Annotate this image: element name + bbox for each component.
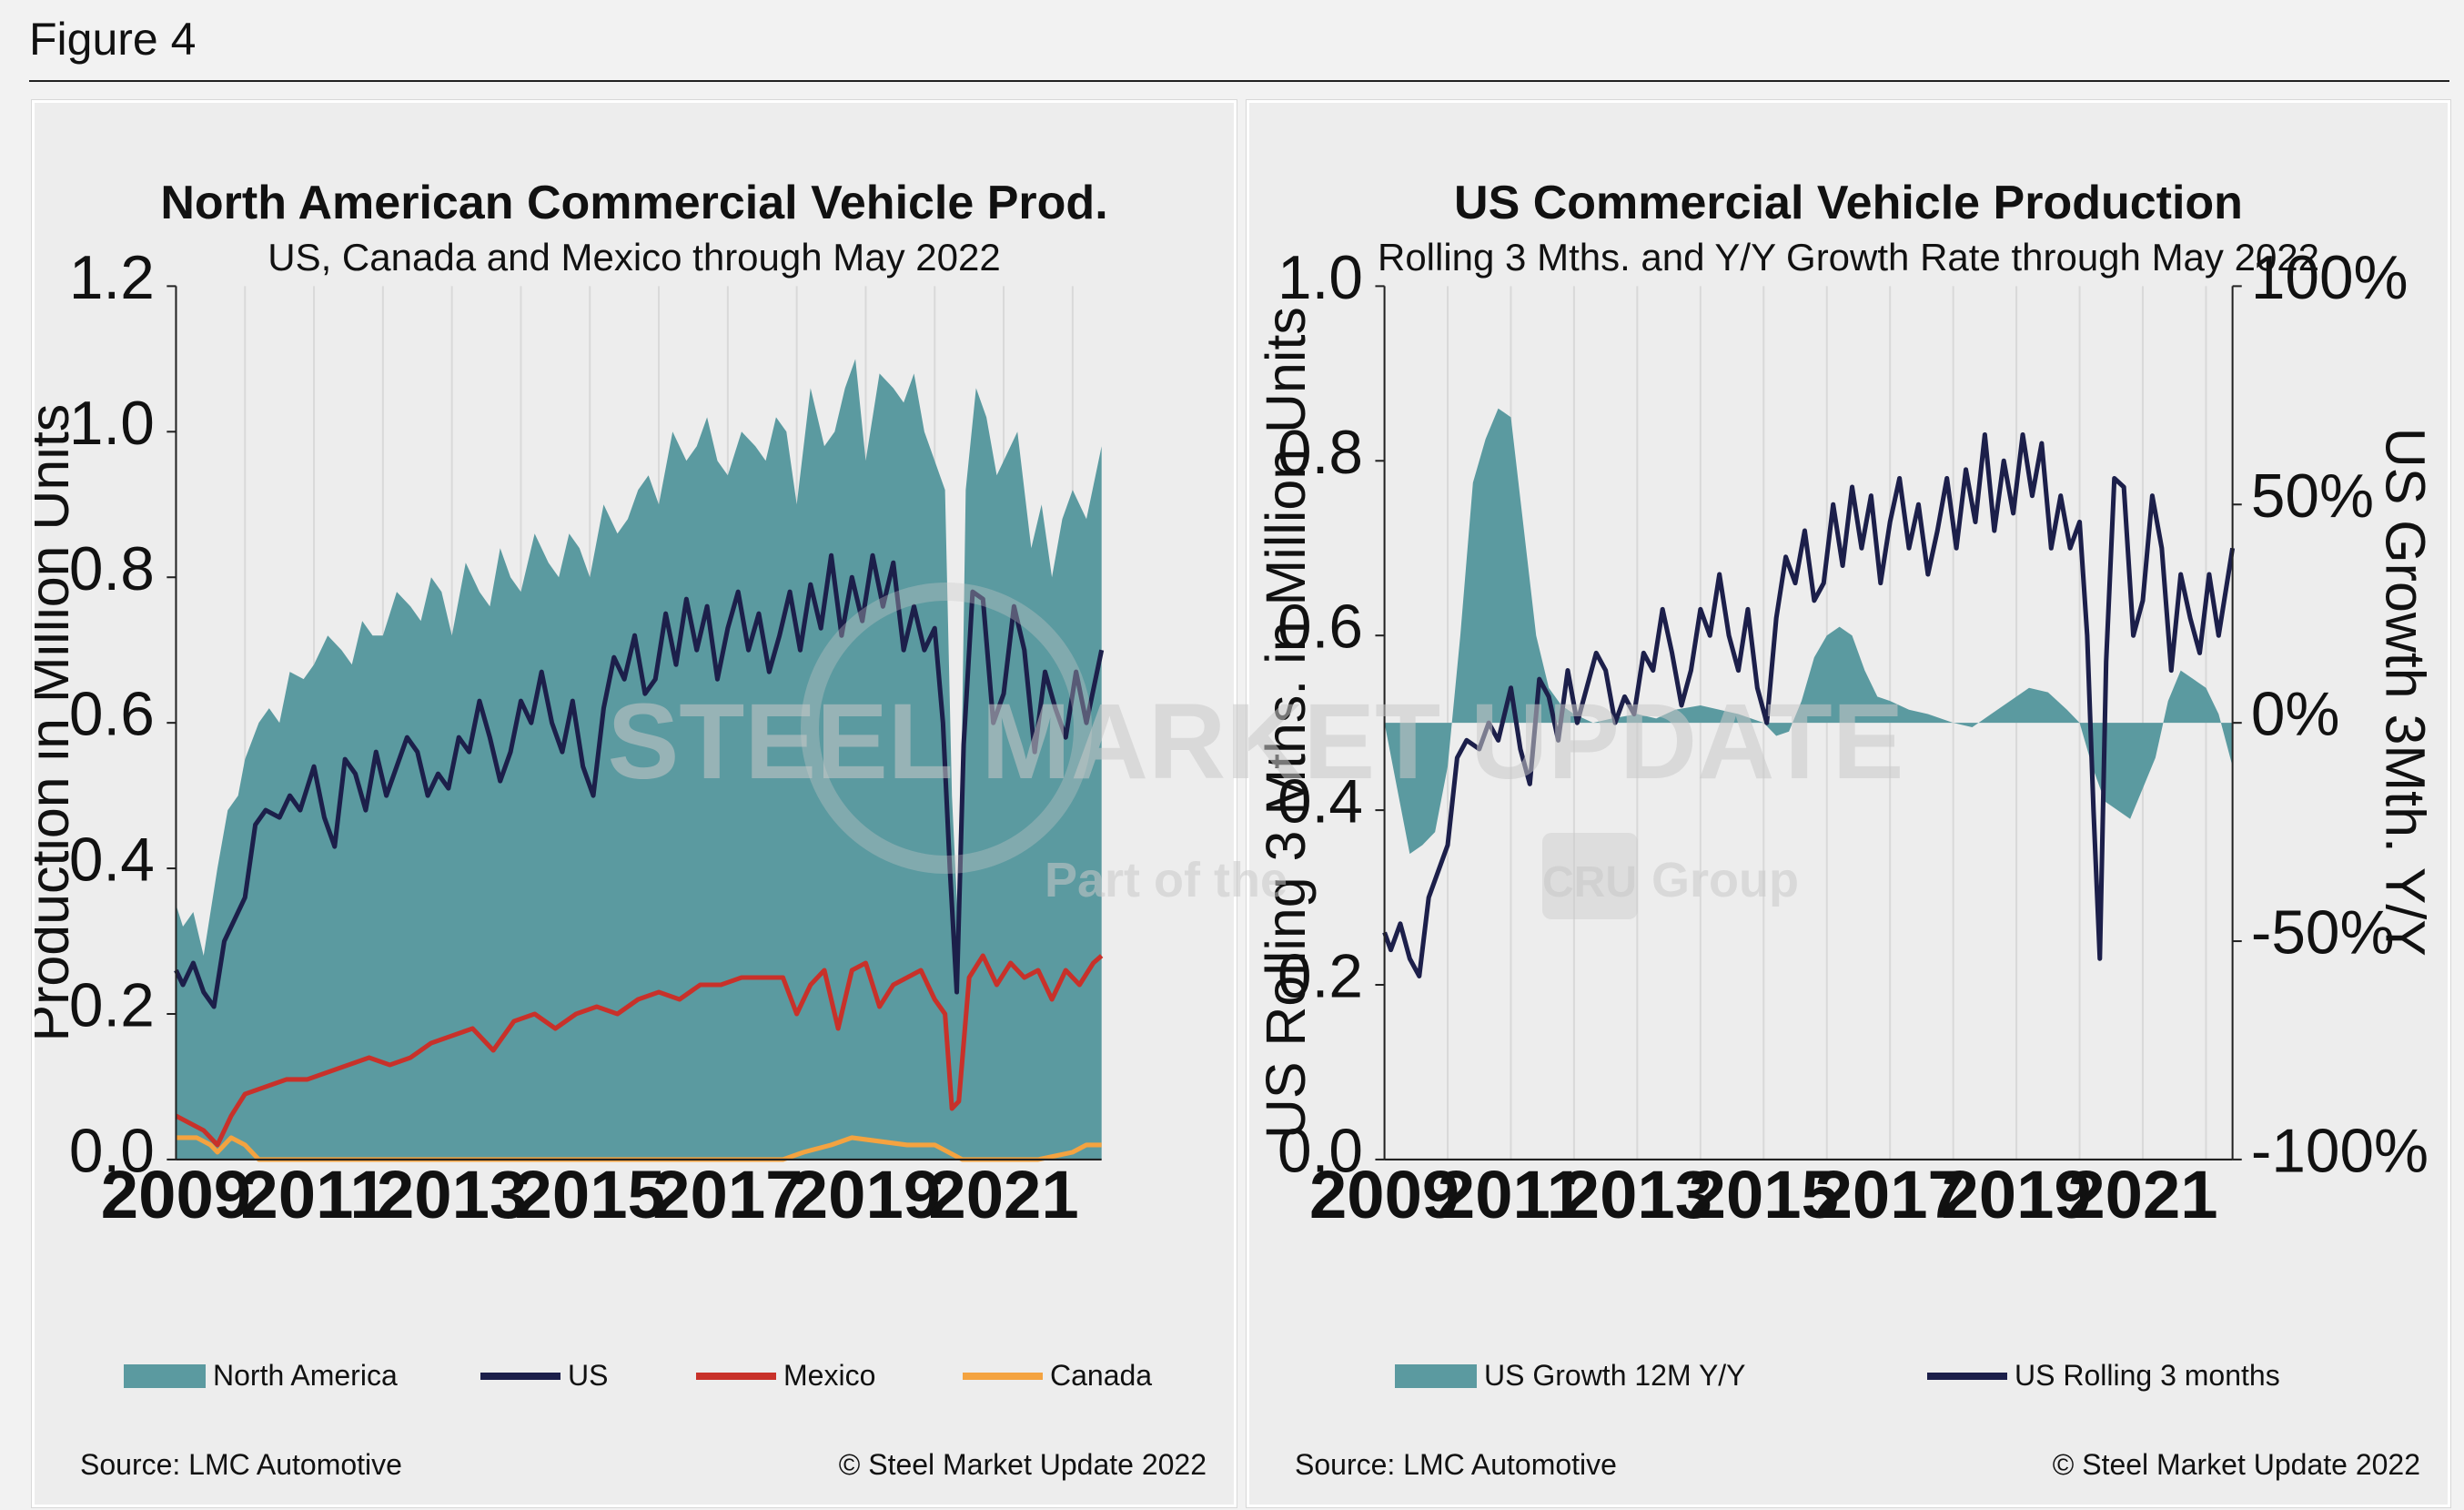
- y-tick-label: 0.6: [69, 681, 155, 749]
- left-copyright: © Steel Market Update 2022: [838, 1448, 1207, 1481]
- x-tick-label: 2011: [1438, 1157, 1584, 1232]
- figure-title: Figure 4: [29, 14, 197, 65]
- y-axis-label: Production in Million Units: [35, 404, 80, 1042]
- legend-item-canada: Canada: [963, 1359, 1152, 1393]
- figure-title-divider: [29, 80, 2449, 82]
- y2-axis-label: US Growth 3Mth. Y/Y: [2374, 428, 2436, 957]
- x-tick-label: 2019: [791, 1157, 941, 1232]
- legend-label-north-america: North America: [213, 1359, 398, 1392]
- legend-swatch-us-rolling: [1927, 1372, 2007, 1380]
- y-tick-label: 0.8: [69, 535, 155, 603]
- y2-tick-label: 100%: [2251, 244, 2408, 312]
- legend-swatch-canada: [963, 1372, 1043, 1380]
- x-tick-label: 2009: [101, 1157, 251, 1232]
- y-tick-label: 1.0: [69, 390, 155, 458]
- legend-item-us: US: [480, 1359, 608, 1393]
- y-tick-label: 1.2: [69, 244, 155, 312]
- legend-swatch-north-america: [124, 1363, 206, 1388]
- panel-north-america: North American Commercial Vehicle Prod. …: [32, 100, 1237, 1507]
- x-tick-label: 2019: [1941, 1157, 2091, 1232]
- y-tick-label: 0.4: [69, 826, 155, 895]
- right-chart-canvas: 0.0 0.2 0.4 0.6 0.8 1.0 -100% -50% 0% 50% 100% 2009…: [1255, 244, 2437, 1232]
- legend-swatch-us: [480, 1372, 560, 1380]
- y-tick-label: 1.0: [1277, 244, 1363, 312]
- y2-tick-label: -50%: [2251, 899, 2395, 968]
- legend-item-mexico: Mexico: [696, 1359, 875, 1393]
- legend-label-us: US: [568, 1359, 609, 1392]
- left-plot-group: 0.00.20.40.60.81.01.22009201120132015201…: [35, 244, 1105, 1232]
- x-tick-label: 2021: [928, 1157, 1078, 1232]
- series-line-us-rolling: [1382, 431, 2236, 978]
- legend-item-us-growth: US Growth 12M Y/Y: [1395, 1359, 1746, 1393]
- y-tick-label: 0.6: [1277, 593, 1363, 662]
- series-line-us: [174, 552, 1105, 1009]
- y-tick-label: 0.0: [69, 1117, 155, 1185]
- legend-item-us-rolling: US Rolling 3 months: [1927, 1359, 2280, 1393]
- x-tick-label: 2011: [240, 1157, 387, 1232]
- legend-label-canada: Canada: [1050, 1359, 1153, 1392]
- right-source-note: Source: LMC Automotive: [1295, 1448, 1617, 1481]
- legend-item-north-america: North America: [124, 1359, 398, 1393]
- right-plot-group: 0.0 0.2 0.4 0.6 0.8 1.0 -100% -50% 0% 50% 100% 2009…: [1255, 244, 2437, 1232]
- legend-label-mexico: Mexico: [783, 1359, 876, 1392]
- x-tick-label: 2013: [377, 1157, 527, 1232]
- x-tick-label: 2015: [1689, 1157, 1839, 1232]
- y-tick-label: 0.2: [1277, 942, 1363, 1010]
- y2-tick-label: 0%: [2251, 681, 2340, 749]
- left-chart-subtitle: US, Canada and Mexico through May 2022: [268, 236, 1001, 279]
- y-axis-label: US Rolling 3 Mths. in Million Units: [1255, 307, 1317, 1139]
- y-tick-label: 0.8: [1277, 419, 1363, 487]
- left-source-note: Source: LMC Automotive: [80, 1448, 402, 1481]
- left-legend: North America US Mexico Canada: [35, 1359, 1234, 1404]
- y-tick-label: 0.0: [1277, 1117, 1363, 1185]
- x-tick-label: 2015: [515, 1157, 665, 1232]
- y-tick-label: 0.4: [1277, 768, 1363, 836]
- right-copyright: © Steel Market Update 2022: [2052, 1448, 2420, 1481]
- legend-swatch-us-growth: [1395, 1363, 1477, 1388]
- panel-us: US Commercial Vehicle Production Rolling…: [1247, 100, 2450, 1507]
- x-tick-label: 2009: [1309, 1157, 1459, 1232]
- right-chart-subtitle: Rolling 3 Mths. and Y/Y Growth Rate thro…: [1377, 236, 2320, 279]
- x-tick-label: 2017: [1815, 1157, 1965, 1232]
- x-tick-label: 2013: [1562, 1157, 1712, 1232]
- x-tick-label: 2017: [652, 1157, 803, 1232]
- y-tick-label: 0.2: [69, 971, 155, 1039]
- y2-tick-label: -100%: [2251, 1117, 2429, 1185]
- legend-swatch-mexico: [696, 1372, 776, 1380]
- left-chart-title: North American Commercial Vehicle Prod.: [160, 177, 1108, 229]
- left-chart-canvas: 0.00.20.40.60.81.01.22009201120132015201…: [35, 244, 1105, 1232]
- legend-label-us-growth: US Growth 12M Y/Y: [1484, 1359, 1746, 1392]
- right-chart-title: US Commercial Vehicle Production: [1454, 177, 2243, 229]
- legend-label-us-rolling: US Rolling 3 months: [2015, 1359, 2280, 1392]
- series-line-mexico: [175, 953, 1104, 1148]
- right-legend: US Growth 12M Y/Y US Rolling 3 months: [1249, 1359, 2448, 1404]
- y2-tick-label: 50%: [2251, 462, 2374, 531]
- x-tick-label: 2021: [2067, 1157, 2217, 1232]
